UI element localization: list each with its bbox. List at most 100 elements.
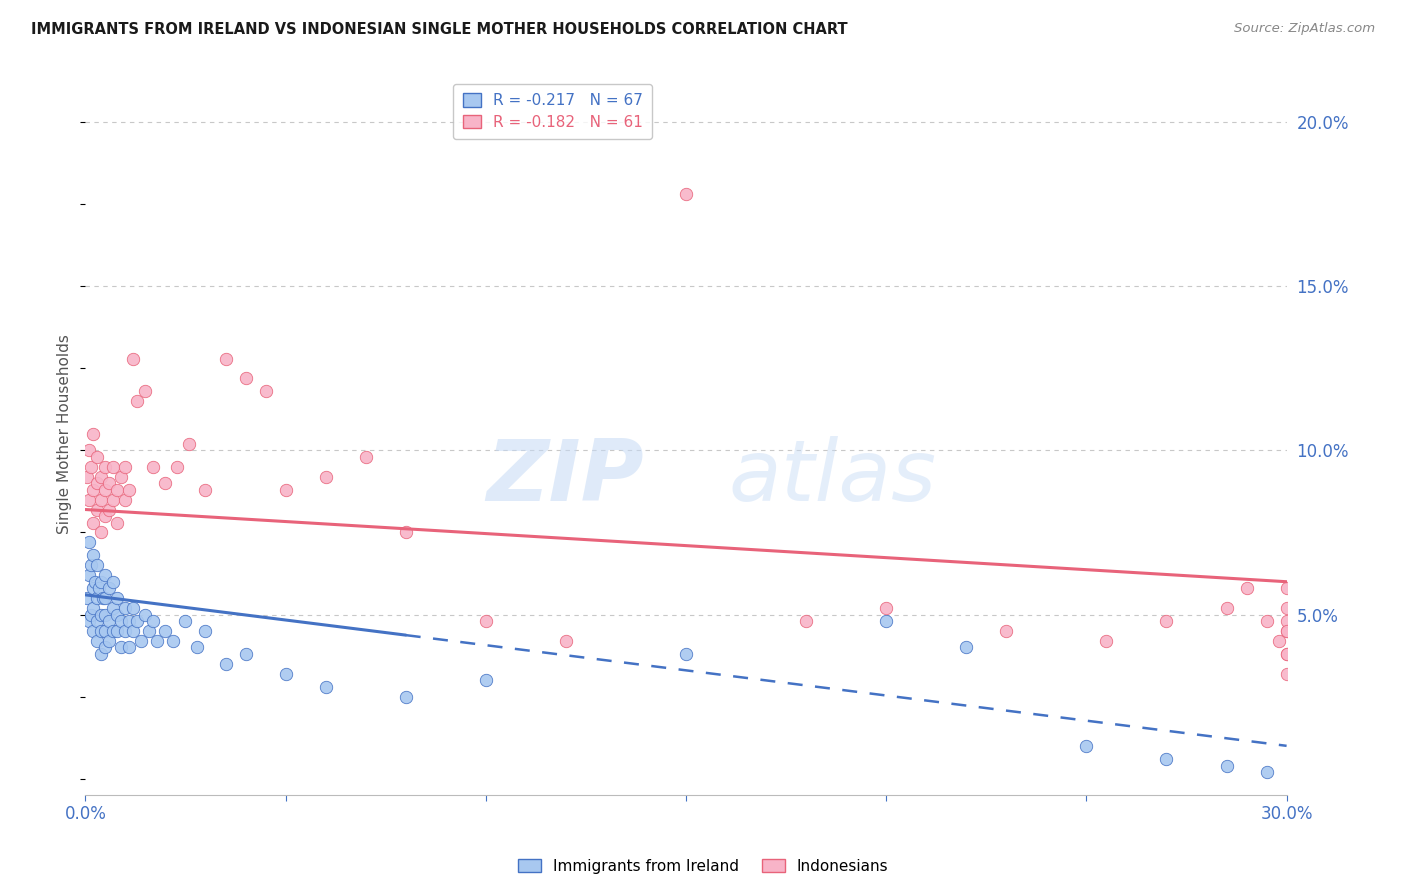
Point — [155, 476, 177, 491]
Point — [93, 591, 115, 606]
Point — [122, 601, 145, 615]
Point — [194, 624, 217, 638]
Point — [79, 614, 101, 628]
Point — [80, 607, 103, 622]
Point — [1275, 624, 1298, 638]
Point — [1267, 633, 1289, 648]
Point — [79, 568, 101, 582]
Point — [79, 535, 101, 549]
Point — [79, 492, 101, 507]
Point — [554, 633, 576, 648]
Point — [875, 614, 897, 628]
Point — [1256, 614, 1278, 628]
Text: IMMIGRANTS FROM IRELAND VS INDONESIAN SINGLE MOTHER HOUSEHOLDS CORRELATION CHART: IMMIGRANTS FROM IRELAND VS INDONESIAN SI… — [31, 22, 848, 37]
Point — [110, 614, 132, 628]
Point — [875, 601, 897, 615]
Point — [186, 640, 208, 655]
Point — [98, 633, 121, 648]
Point — [98, 614, 121, 628]
Point — [94, 509, 117, 524]
Point — [1275, 601, 1298, 615]
Point — [90, 525, 112, 540]
Point — [315, 680, 337, 694]
Point — [1275, 614, 1298, 628]
Point — [1076, 739, 1098, 753]
Point — [274, 666, 297, 681]
Text: atlas: atlas — [728, 436, 936, 519]
Point — [76, 469, 98, 483]
Point — [1275, 582, 1298, 596]
Point — [395, 690, 418, 704]
Point — [1215, 601, 1237, 615]
Point — [86, 558, 108, 573]
Point — [82, 483, 104, 497]
Point — [90, 574, 112, 589]
Point — [94, 640, 117, 655]
Point — [155, 624, 177, 638]
Point — [146, 633, 169, 648]
Point — [114, 624, 136, 638]
Point — [254, 384, 277, 399]
Point — [107, 607, 129, 622]
Point — [110, 640, 132, 655]
Point — [84, 574, 107, 589]
Point — [82, 582, 104, 596]
Point — [86, 476, 108, 491]
Point — [794, 614, 817, 628]
Point — [118, 614, 141, 628]
Point — [1275, 647, 1298, 661]
Point — [214, 657, 236, 671]
Point — [94, 459, 117, 474]
Point — [127, 614, 149, 628]
Point — [114, 459, 136, 474]
Point — [142, 614, 165, 628]
Point — [122, 624, 145, 638]
Point — [955, 640, 977, 655]
Point — [86, 502, 108, 516]
Point — [110, 469, 132, 483]
Point — [103, 601, 125, 615]
Point — [134, 384, 156, 399]
Point — [82, 624, 104, 638]
Point — [315, 469, 337, 483]
Point — [194, 483, 217, 497]
Point — [98, 502, 121, 516]
Point — [94, 483, 117, 497]
Point — [118, 483, 141, 497]
Point — [1236, 582, 1258, 596]
Legend: Immigrants from Ireland, Indonesians: Immigrants from Ireland, Indonesians — [512, 853, 894, 880]
Point — [90, 647, 112, 661]
Point — [235, 371, 257, 385]
Point — [214, 351, 236, 366]
Point — [1275, 647, 1298, 661]
Point — [127, 394, 149, 409]
Point — [86, 633, 108, 648]
Point — [675, 187, 697, 202]
Point — [86, 614, 108, 628]
Point — [80, 459, 103, 474]
Point — [142, 459, 165, 474]
Point — [1156, 614, 1178, 628]
Point — [114, 601, 136, 615]
Point — [94, 568, 117, 582]
Point — [89, 582, 111, 596]
Point — [90, 607, 112, 622]
Point — [94, 591, 117, 606]
Point — [86, 591, 108, 606]
Point — [107, 483, 129, 497]
Point — [131, 633, 153, 648]
Point — [82, 516, 104, 530]
Point — [80, 558, 103, 573]
Point — [166, 459, 188, 474]
Point — [235, 647, 257, 661]
Y-axis label: Single Mother Households: Single Mother Households — [58, 334, 72, 534]
Point — [82, 601, 104, 615]
Point — [103, 624, 125, 638]
Point — [1275, 666, 1298, 681]
Point — [90, 492, 112, 507]
Point — [98, 476, 121, 491]
Point — [90, 469, 112, 483]
Point — [179, 437, 201, 451]
Point — [675, 647, 697, 661]
Point — [354, 450, 377, 464]
